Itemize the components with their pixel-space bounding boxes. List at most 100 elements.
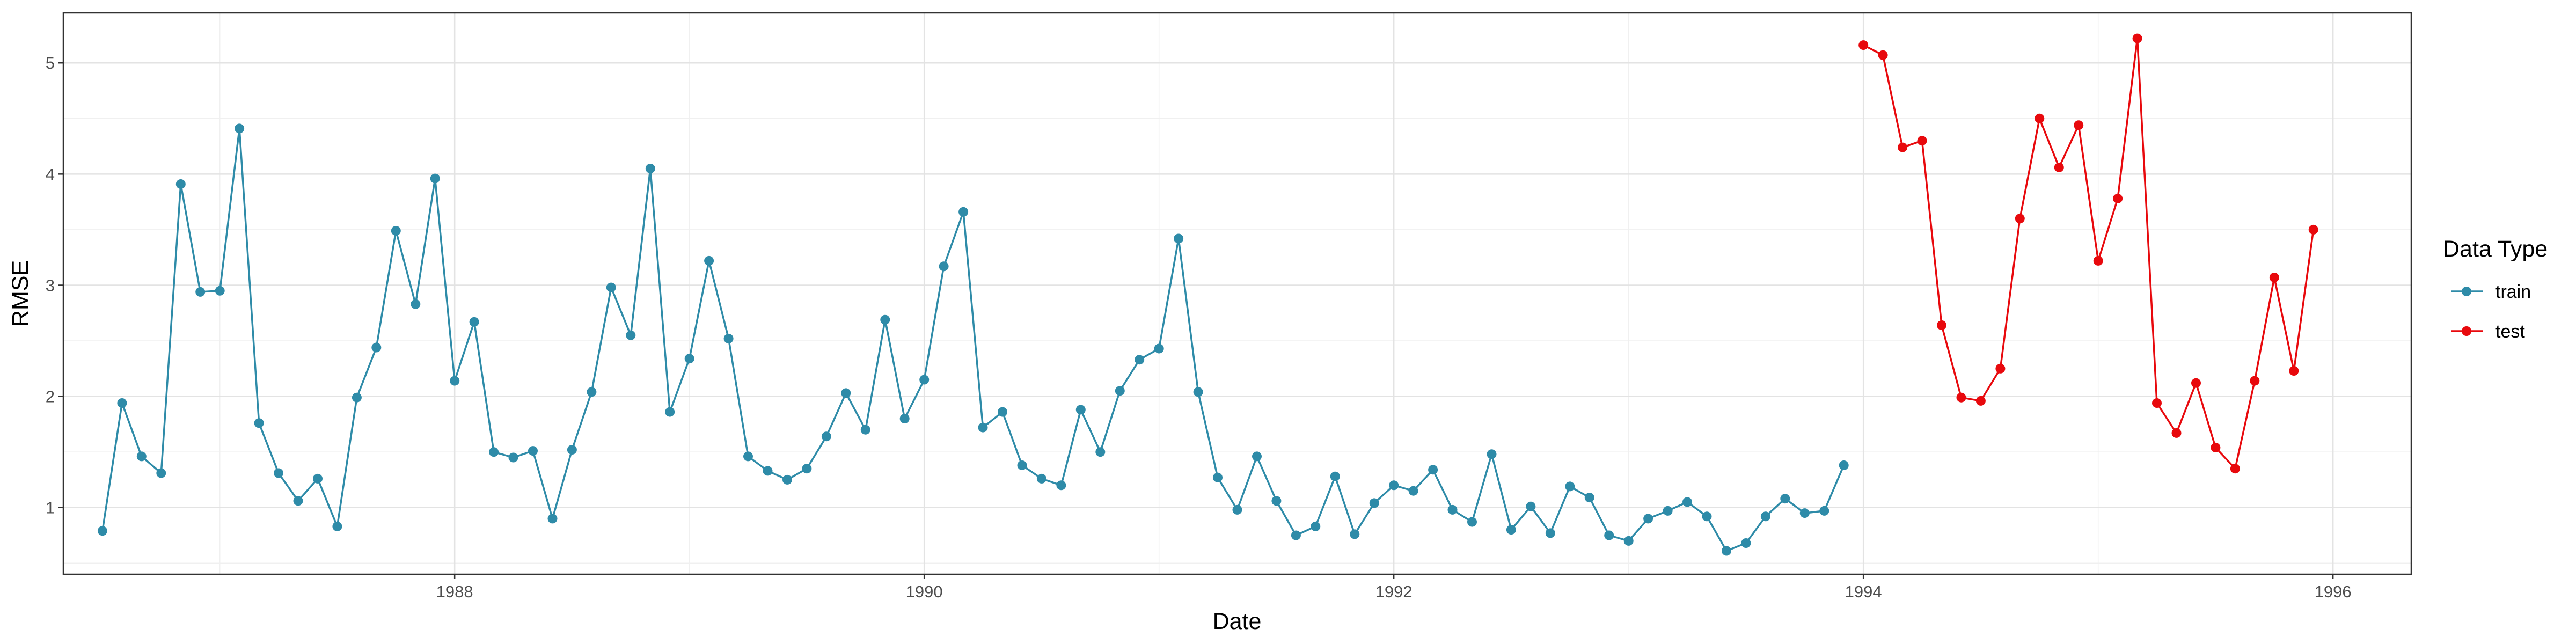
- data-point-train: [235, 123, 245, 134]
- legend-item-train: train: [2451, 282, 2531, 302]
- data-point-train: [1350, 529, 1360, 539]
- data-point-train: [860, 425, 870, 435]
- data-point-train: [998, 407, 1007, 417]
- data-point-train: [469, 317, 479, 327]
- data-point-train: [978, 422, 988, 433]
- major-gridlines: [63, 13, 2411, 574]
- data-point-train: [1760, 511, 1770, 522]
- data-point-test: [2289, 366, 2299, 376]
- data-point-train: [175, 179, 186, 189]
- data-point-train: [489, 447, 499, 457]
- data-point-train: [782, 474, 792, 485]
- panel-border: [62, 12, 2412, 575]
- data-point-train: [97, 526, 107, 536]
- data-point-train: [1174, 233, 1184, 244]
- data-point-train: [606, 282, 616, 292]
- y-tick-label: 2: [46, 387, 55, 406]
- data-point-test: [1898, 142, 1908, 152]
- data-point-train: [567, 445, 577, 455]
- data-point-train: [939, 261, 949, 272]
- y-tick-label: 3: [46, 276, 55, 295]
- data-point-train: [254, 418, 264, 428]
- data-point-train: [958, 207, 969, 217]
- data-point-train: [352, 392, 362, 402]
- y-axis: 1 2 3 4 5: [46, 54, 63, 517]
- data-point-test: [2308, 224, 2318, 235]
- data-point-train: [117, 398, 127, 408]
- data-point-train: [136, 451, 147, 462]
- data-point-train: [332, 521, 342, 531]
- legend-key-train-point: [2462, 287, 2471, 296]
- data-point-test: [1917, 136, 1927, 146]
- data-point-train: [156, 468, 166, 478]
- x-tick-label: 1990: [906, 582, 943, 601]
- legend-item-test: test: [2451, 321, 2525, 342]
- data-point-train: [665, 407, 675, 417]
- data-point-train: [1819, 506, 1829, 516]
- data-point-train: [1311, 521, 1321, 531]
- data-point-train: [802, 464, 812, 474]
- series-line-train: [101, 127, 1845, 552]
- data-point-train: [1565, 481, 1575, 492]
- data-point-train: [1428, 465, 1438, 475]
- data-point-test: [2191, 378, 2201, 388]
- data-point-train: [1780, 494, 1790, 504]
- data-point-train: [1232, 504, 1242, 515]
- data-point-test: [2054, 162, 2064, 172]
- data-point-train: [1036, 473, 1046, 484]
- data-point-train: [1741, 538, 1751, 548]
- data-point-test: [2035, 113, 2045, 123]
- data-point-train: [215, 286, 225, 296]
- series-train: [97, 123, 1849, 556]
- x-axis: 1988 1990 1992 1994 1996: [436, 574, 2352, 601]
- data-point-train: [1584, 493, 1594, 503]
- data-point-train: [1017, 460, 1027, 470]
- data-point-train: [1623, 536, 1634, 546]
- data-point-train: [1487, 449, 1497, 459]
- data-point-train: [1839, 460, 1849, 470]
- data-point-test: [1937, 320, 1946, 330]
- data-point-test: [2152, 398, 2162, 408]
- x-tick-label: 1994: [1845, 582, 1882, 601]
- data-point-train: [371, 342, 382, 353]
- data-point-test: [2250, 376, 2260, 386]
- data-point-train: [1545, 528, 1555, 538]
- data-point-test: [2132, 33, 2142, 43]
- data-point-train: [274, 468, 283, 478]
- data-point-test: [2211, 442, 2221, 452]
- data-point-train: [1075, 405, 1086, 415]
- data-point-test: [2171, 428, 2182, 438]
- data-point-test: [1858, 40, 1869, 50]
- legend-title: Data Type: [2443, 236, 2548, 262]
- data-point-train: [1095, 447, 1106, 457]
- legend-key-test-point: [2462, 326, 2471, 336]
- y-tick-label: 4: [46, 165, 55, 184]
- data-point-test: [1956, 392, 1966, 402]
- data-point-test: [2015, 214, 2025, 224]
- data-point-train: [1389, 480, 1399, 491]
- data-point-test: [1995, 363, 2006, 374]
- data-point-test: [1878, 50, 1888, 60]
- data-point-train: [1447, 504, 1458, 515]
- data-point-train: [195, 287, 206, 297]
- data-point-train: [1330, 471, 1340, 481]
- data-point-train: [841, 388, 851, 398]
- data-point-train: [704, 255, 714, 266]
- data-point-train: [1682, 497, 1692, 507]
- data-point-train: [1193, 387, 1203, 397]
- data-point-train: [1526, 501, 1536, 511]
- legend: Data Type train test: [2443, 236, 2548, 342]
- data-point-train: [645, 164, 655, 173]
- x-axis-title: Date: [1213, 609, 1262, 634]
- data-point-train: [391, 226, 401, 236]
- data-point-train: [587, 387, 597, 397]
- data-point-train: [626, 330, 636, 340]
- data-point-train: [1702, 511, 1712, 522]
- data-point-train: [1643, 514, 1653, 524]
- data-point-train: [1722, 546, 1731, 556]
- data-point-train: [821, 431, 831, 442]
- data-point-train: [1115, 386, 1125, 396]
- data-point-train: [450, 376, 460, 386]
- series-test: [1858, 33, 2318, 474]
- data-point-train: [508, 452, 518, 463]
